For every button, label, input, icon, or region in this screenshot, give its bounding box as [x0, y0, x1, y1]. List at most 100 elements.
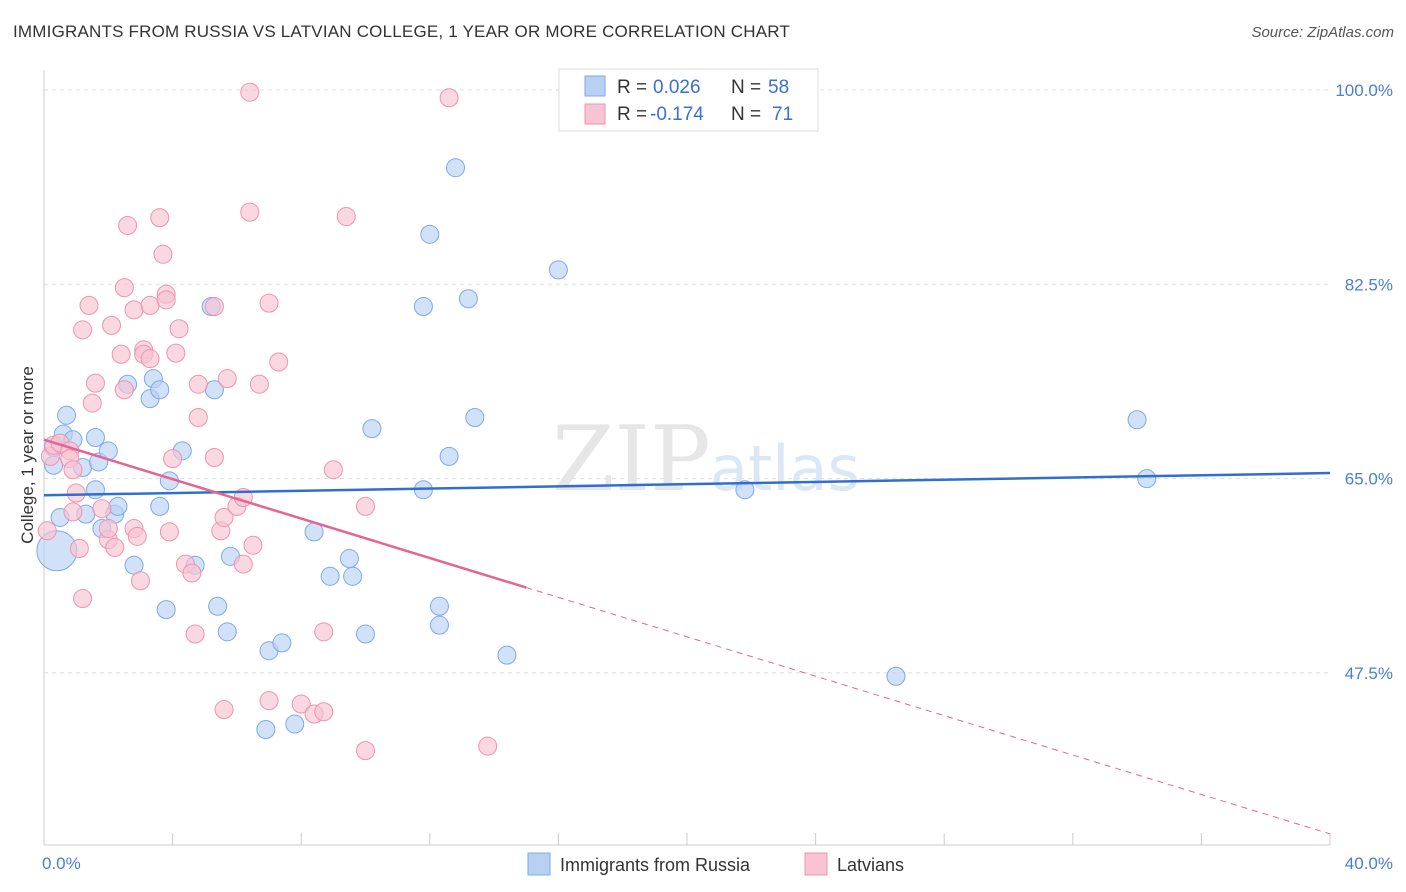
latvians-point-67: [356, 741, 375, 761]
trend-line-latvians-solid: [43, 438, 527, 589]
latvians-point-21: [114, 380, 134, 400]
russia-point-52: [735, 480, 755, 500]
watermark: ZIP atlas: [552, 407, 860, 512]
bottom-legend-pink-swatch: [804, 852, 828, 876]
latvians-point-11: [73, 320, 93, 340]
russia-point-45: [429, 615, 449, 635]
legend-blue-r-label: R =: [617, 77, 647, 98]
y-tick-label-1: 82.5%: [1345, 275, 1393, 294]
latvians-point-58: [259, 691, 279, 711]
latvians-point-39: [169, 319, 189, 339]
russia-point-39: [356, 624, 375, 644]
russia-point-37: [339, 549, 359, 569]
latvians-point-7: [63, 502, 83, 522]
latvians-point-12: [79, 295, 99, 315]
legend-pink-swatch: [584, 103, 606, 125]
latvians-point-46: [204, 448, 224, 467]
latvians-point-70: [478, 736, 498, 756]
latvians-point-33: [153, 244, 173, 264]
latvians-point-6: [63, 460, 83, 480]
russia-point-29: [217, 622, 237, 642]
latvians-point-56: [243, 535, 263, 555]
latvians-point-35: [156, 290, 176, 310]
russia-point-10: [85, 428, 105, 448]
russia-point-40: [362, 419, 382, 439]
latvians-point-14: [85, 373, 105, 393]
latvians-point-53: [233, 554, 253, 574]
gridlines: [44, 89, 1330, 674]
russia-point-36: [320, 566, 340, 586]
russia-point-20: [150, 380, 170, 400]
legend-pink-r-value: -0.174: [650, 104, 704, 125]
latvians-point-49: [214, 700, 234, 720]
russia-point-38: [343, 566, 363, 586]
russia-point-48: [458, 289, 478, 309]
russia-point-46: [439, 446, 459, 466]
x-ticks: [172, 833, 1331, 845]
x-tick-label-0: 0.0%: [42, 854, 81, 873]
legend-pink-r-label: R =: [617, 104, 647, 125]
russia-point-15: [108, 496, 128, 516]
russia-point-53: [886, 666, 906, 686]
latvians-point-26: [127, 526, 147, 546]
russia-point-5: [57, 405, 77, 425]
latvians-point-54: [240, 202, 260, 222]
bottom-legend-latvians-label: Latvians: [837, 855, 904, 875]
latvians-point-24: [124, 300, 144, 320]
latvians-point-68: [356, 496, 375, 516]
legend-blue-r-value: 0.026: [653, 77, 701, 98]
latvians-point-20: [111, 344, 131, 364]
russia-point-42: [413, 296, 433, 316]
russia-point-31: [256, 720, 276, 740]
legend-pink-n-label: N =: [731, 104, 761, 125]
legend-blue-n-label: N =: [731, 77, 761, 98]
russia-point-43: [420, 224, 440, 244]
trend-lines: [43, 438, 1331, 835]
russia-point-22: [156, 600, 176, 620]
latvians-point-63: [314, 622, 334, 642]
russia-point-50: [497, 645, 517, 665]
latvians-point-31: [140, 295, 160, 315]
latvians-point-42: [185, 624, 205, 644]
latvians-point-38: [166, 343, 186, 363]
y-tick-label-0: 100.0%: [1335, 81, 1393, 100]
latvians-point-17: [98, 519, 118, 539]
latvians-point-10: [73, 589, 93, 609]
x-tick-label-1: 40.0%: [1345, 854, 1393, 873]
latvians-point-60: [269, 352, 289, 372]
russia-point-33: [272, 633, 292, 653]
latvians-point-41: [182, 563, 202, 583]
bottom-legend-russia-label: Immigrants from Russia: [560, 855, 751, 875]
chart-title: IMMIGRANTS FROM RUSSIA VS LATVIAN COLLEG…: [13, 22, 790, 41]
latvians-point-22: [114, 278, 134, 298]
latvians-point-37: [163, 449, 183, 469]
watermark-atlas: atlas: [710, 432, 860, 505]
russia-point-49: [465, 408, 485, 428]
russia-point-54: [1127, 410, 1147, 430]
trend-line-russia: [43, 471, 1331, 497]
latvians-point-15: [92, 499, 112, 519]
latvians-point-0: [37, 521, 57, 541]
legend-blue-n-value: 58: [768, 77, 789, 98]
trend-line-latvians-dashed: [526, 587, 1331, 835]
latvians-point-45: [204, 296, 224, 316]
x-tick-labels: 0.0% 40.0%: [42, 854, 1393, 873]
latvians-point-27: [130, 571, 150, 591]
y-tick-label-3: 47.5%: [1345, 664, 1393, 683]
russia-point-44: [429, 596, 449, 616]
source-label: Source: ZipAtlas.com: [1251, 24, 1394, 41]
latvians-point-59: [259, 293, 279, 313]
latvians-point-9: [69, 539, 89, 559]
series-russia-points: [36, 158, 1157, 740]
latvians-point-43: [188, 374, 208, 394]
latvians-point-30: [140, 349, 160, 369]
latvians-point-13: [82, 393, 102, 413]
latvians-point-44: [188, 408, 208, 428]
bottom-legend-blue-swatch: [527, 852, 551, 876]
series-latvians-points: [37, 82, 498, 761]
latvians-point-61: [291, 694, 311, 714]
russia-point-21: [150, 496, 170, 516]
latvians-point-48: [214, 507, 234, 527]
latvians-point-69: [439, 88, 459, 108]
